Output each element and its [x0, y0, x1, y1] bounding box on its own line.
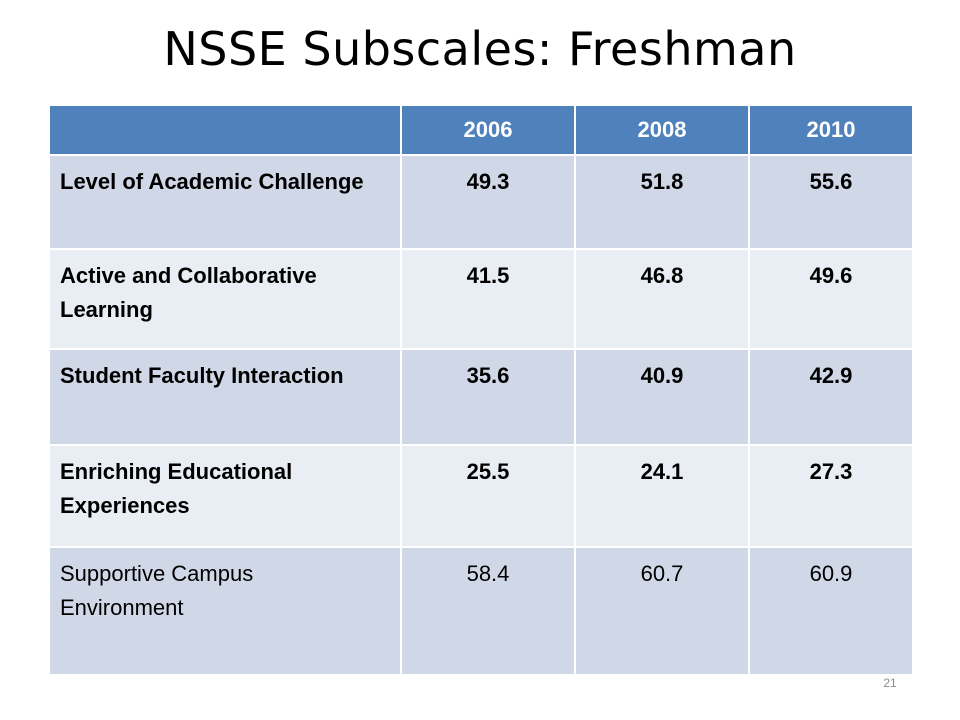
table-row: Supportive Campus Environment 58.4 60.7 … [48, 546, 914, 676]
column-header-label [48, 104, 402, 156]
cell-value: 27.3 [748, 444, 914, 548]
row-label: Enriching Educational Experiences [48, 444, 402, 548]
table-row: Active and Collaborative Learning 41.5 4… [48, 248, 914, 350]
table-row: Level of Academic Challenge 49.3 51.8 55… [48, 154, 914, 250]
column-header-2006: 2006 [400, 104, 576, 156]
table-row: Student Faculty Interaction 35.6 40.9 42… [48, 348, 914, 446]
cell-value: 24.1 [574, 444, 750, 548]
subscales-table: 2006 2008 2010 Level of Academic Challen… [48, 104, 914, 676]
column-header-2010: 2010 [748, 104, 914, 156]
cell-value: 60.7 [574, 546, 750, 676]
cell-value: 49.3 [400, 154, 576, 250]
cell-value: 46.8 [574, 248, 750, 350]
cell-value: 49.6 [748, 248, 914, 350]
cell-value: 58.4 [400, 546, 576, 676]
row-label: Supportive Campus Environment [48, 546, 402, 676]
cell-value: 40.9 [574, 348, 750, 446]
cell-value: 55.6 [748, 154, 914, 250]
slide-number: 21 [883, 676, 897, 690]
row-label: Student Faculty Interaction [48, 348, 402, 446]
slide-title: NSSE Subscales: Freshman [163, 22, 797, 76]
cell-value: 41.5 [400, 248, 576, 350]
row-label: Active and Collaborative Learning [48, 248, 402, 350]
table-header-row: 2006 2008 2010 [48, 104, 914, 156]
cell-value: 25.5 [400, 444, 576, 548]
cell-value: 35.6 [400, 348, 576, 446]
row-label: Level of Academic Challenge [48, 154, 402, 250]
cell-value: 42.9 [748, 348, 914, 446]
cell-value: 51.8 [574, 154, 750, 250]
table-row: Enriching Educational Experiences 25.5 2… [48, 444, 914, 548]
column-header-2008: 2008 [574, 104, 750, 156]
cell-value: 60.9 [748, 546, 914, 676]
